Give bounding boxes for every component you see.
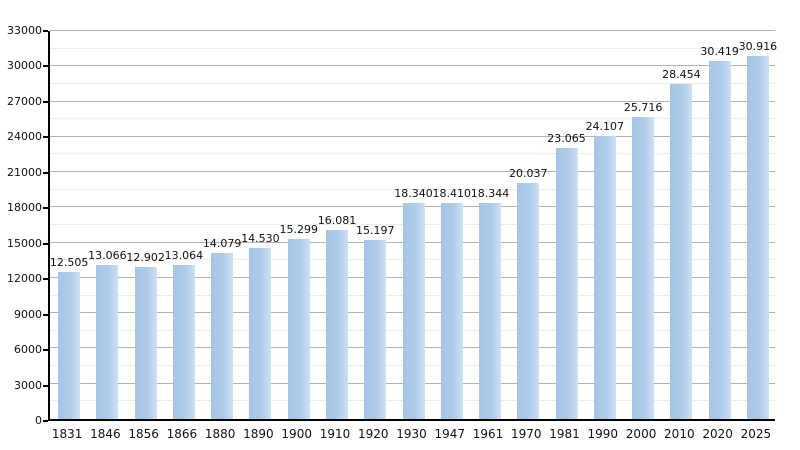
y-axis-tick-label: 9000 xyxy=(14,307,42,321)
y-axis-tick xyxy=(43,384,48,387)
bar-1831 xyxy=(58,271,81,419)
bar-2000 xyxy=(632,116,655,419)
y-axis-tick-label: 27000 xyxy=(7,94,42,108)
y-axis-tick xyxy=(43,349,48,352)
bar-value-label: 30.916 xyxy=(738,39,778,53)
bar-value-label: 18.410 xyxy=(432,186,472,200)
bar-value-label: 15.197 xyxy=(355,224,395,238)
bar-value-label: 15.299 xyxy=(279,223,318,237)
bar-value-label: 20.037 xyxy=(509,167,548,181)
bar-1970 xyxy=(517,183,540,419)
y-axis-tick xyxy=(43,171,48,174)
bar-1880 xyxy=(211,253,234,419)
bar-1856 xyxy=(134,267,157,419)
bar-value-label: 13.064 xyxy=(164,249,204,263)
x-axis-tick-label: 1831 xyxy=(51,427,83,441)
bar-1920 xyxy=(364,240,387,419)
y-axis-tick xyxy=(43,65,48,68)
y-axis-tick xyxy=(43,207,48,210)
gridline-minor xyxy=(50,47,775,49)
bar-1981 xyxy=(555,147,578,419)
bar-value-label: 28.454 xyxy=(662,68,701,82)
bar-1910 xyxy=(325,229,348,419)
y-axis-tick xyxy=(43,30,48,32)
x-axis-tick-label: 1856 xyxy=(128,427,159,441)
y-axis-tick-label: 6000 xyxy=(14,343,42,357)
y-axis-tick-label: 12000 xyxy=(7,272,42,286)
bar-1961 xyxy=(479,203,502,419)
y-axis-tick xyxy=(43,278,48,281)
bar-1866 xyxy=(172,265,195,419)
bar-value-label: 16.081 xyxy=(317,213,357,227)
bar-1930 xyxy=(402,203,425,419)
y-axis-tick-label: 15000 xyxy=(7,236,42,250)
x-axis-tick-label: 1890 xyxy=(243,427,274,441)
gridline-major xyxy=(50,65,775,67)
bar-1846 xyxy=(96,265,119,419)
bar-value-label: 24.107 xyxy=(585,119,625,133)
x-axis-tick-label: 1990 xyxy=(587,427,619,441)
bar-value-label: 25.716 xyxy=(623,100,663,114)
bar-2020 xyxy=(708,61,731,419)
bar-value-label: 14.530 xyxy=(241,232,280,246)
bar-1990 xyxy=(593,135,616,419)
bar-value-label: 23.065 xyxy=(547,131,586,145)
x-axis-tick-label: 1910 xyxy=(319,427,351,441)
y-axis-tick xyxy=(43,313,48,316)
y-axis-tick xyxy=(43,136,48,139)
bar-value-label: 18.344 xyxy=(470,187,510,201)
x-axis-tick-label: 2025 xyxy=(740,427,772,441)
x-axis-tick-label: 2010 xyxy=(664,427,695,441)
y-axis-tick-label: 0 xyxy=(35,414,42,427)
y-axis-tick-label: 24000 xyxy=(7,130,42,144)
bar-2010 xyxy=(670,84,693,419)
x-axis-tick-label: 1866 xyxy=(166,427,198,441)
bar-value-label: 13.066 xyxy=(88,249,127,263)
x-axis-tick-label: 1981 xyxy=(549,427,580,441)
x-axis-tick-label: 1961 xyxy=(472,427,504,441)
bar-1900 xyxy=(287,239,310,419)
y-axis-tick-label: 18000 xyxy=(7,201,42,215)
x-axis-tick-label: 1920 xyxy=(357,427,389,441)
y-axis-tick xyxy=(43,100,48,103)
gridline-major xyxy=(50,30,775,31)
x-axis-tick-label: 2000 xyxy=(625,427,657,441)
bar-value-label: 14.079 xyxy=(202,237,242,251)
bar-value-label: 30.419 xyxy=(700,45,739,59)
bar-value-label: 12.505 xyxy=(49,255,89,269)
gridline-major xyxy=(50,135,775,137)
x-axis-tick-label: 1900 xyxy=(281,427,312,441)
x-axis-tick-label: 1930 xyxy=(396,427,427,441)
y-axis-tick-label: 33000 xyxy=(7,24,42,37)
gridline-minor xyxy=(50,188,775,190)
x-axis-tick-label: 1880 xyxy=(204,427,236,441)
x-axis-tick-label: 1846 xyxy=(90,427,121,441)
bar-1947 xyxy=(440,202,463,419)
gridline-major xyxy=(50,171,775,173)
x-axis-tick-label: 1970 xyxy=(511,427,542,441)
bar-1890 xyxy=(249,248,272,419)
x-axis-tick-label: 2020 xyxy=(702,427,733,441)
gridline-major xyxy=(50,100,775,102)
y-axis-tick-label: 3000 xyxy=(14,378,42,392)
bar-value-label: 12.902 xyxy=(126,251,165,265)
bar-2025 xyxy=(746,55,769,419)
plot-area: 12.505 13.066 12.902 13.064 14.079 14.530 15.2… xyxy=(48,30,777,421)
gridline-minor xyxy=(50,118,775,120)
y-axis-tick-label: 21000 xyxy=(7,165,42,179)
bar-value-label: 18.340 xyxy=(394,187,433,201)
x-axis-tick-label: 1947 xyxy=(434,427,466,441)
y-axis-tick-label: 30000 xyxy=(7,59,42,73)
gridline-minor xyxy=(50,82,775,84)
y-axis-tick xyxy=(43,420,48,422)
y-axis-tick xyxy=(43,242,48,245)
gridline-minor xyxy=(50,153,775,155)
